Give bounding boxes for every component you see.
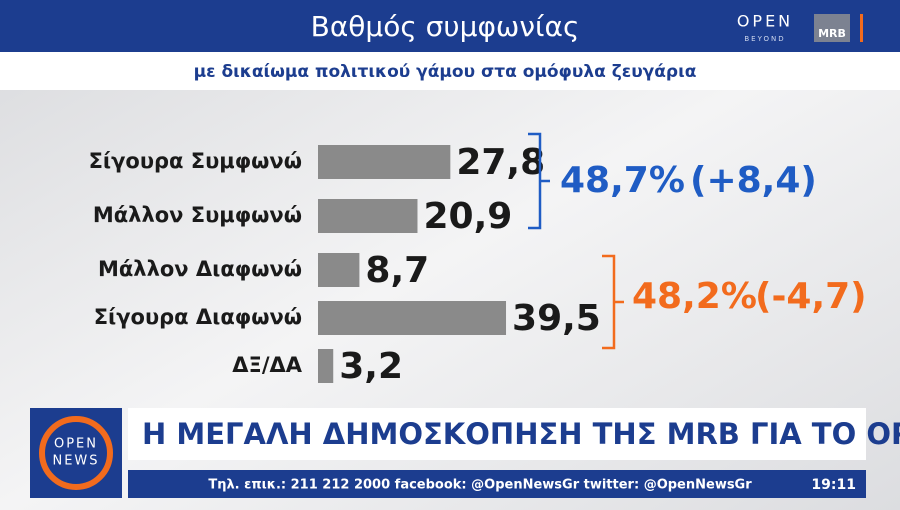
title-bar xyxy=(0,0,900,52)
value-label: 8,7 xyxy=(365,250,429,291)
value-label: 39,5 xyxy=(512,298,601,339)
subtitle-bar xyxy=(0,52,900,90)
news-logo-top: OPEN xyxy=(54,437,98,452)
plot: Σίγουρα Συμφωνώ 27,8 Μάλλον Συμφωνώ 20,9 Μάλ… xyxy=(89,142,601,387)
annotation: 48,2% xyxy=(632,276,757,317)
annotation: (-4,7) xyxy=(755,276,867,317)
bar xyxy=(318,199,418,233)
bar xyxy=(318,349,334,383)
chart-subtitle: με δικαίωμα πολιτικού γάμου στα ομόφυλα … xyxy=(194,62,697,82)
bracket xyxy=(528,132,550,230)
category-label: Μάλλον Διαφωνώ xyxy=(98,257,302,281)
pollster-logo: MRB xyxy=(818,27,846,40)
news-logo-ring xyxy=(39,416,113,490)
category-label: Σίγουρα Διαφωνώ xyxy=(94,305,302,329)
chart-title: Βαθμός συμφωνίας xyxy=(311,10,580,43)
category-label: Σίγουρα Συμφωνώ xyxy=(89,149,302,173)
annotation: (+8,4) xyxy=(690,160,817,201)
value-label: 3,2 xyxy=(339,346,403,387)
category-label: ΔΞ/ΔΑ xyxy=(232,353,302,377)
value-label: 20,9 xyxy=(423,196,512,237)
ticker: Τηλ. επικ.: 211 212 2000 facebook: @Open… xyxy=(208,478,752,493)
bar xyxy=(318,145,451,179)
bracket xyxy=(602,254,624,350)
headline-box xyxy=(128,408,866,460)
logo-accent xyxy=(860,14,863,42)
headline: Η ΜΕΓΑΛΗ ΔΗΜΟΣΚΟΠΗΣΗ ΤΗΣ MRB ΓΙΑ ΤΟ OPEN xyxy=(142,417,900,451)
news-logo-bottom: NEWS xyxy=(52,454,99,469)
channel-tagline: BEYOND xyxy=(744,35,785,43)
category-label: Μάλλον Συμφωνώ xyxy=(93,203,302,227)
value-label: 27,8 xyxy=(456,142,545,183)
bar xyxy=(318,253,360,287)
pollster-logo-box xyxy=(814,14,850,42)
clock: 19:11 xyxy=(811,477,856,493)
ticker-bar xyxy=(128,470,866,498)
bar xyxy=(318,301,507,335)
channel-logo: OPEN xyxy=(737,12,793,31)
news-logo-box xyxy=(30,408,122,498)
annotation: 48,7% xyxy=(560,160,685,201)
